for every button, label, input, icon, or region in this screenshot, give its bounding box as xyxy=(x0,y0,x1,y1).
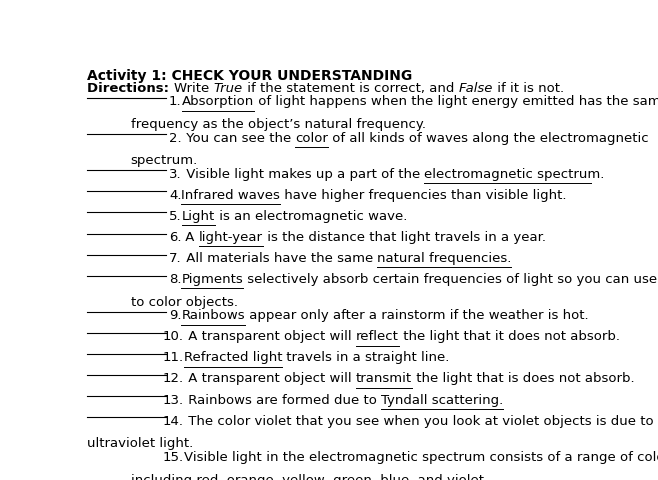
Text: A: A xyxy=(182,231,199,244)
Text: 1.: 1. xyxy=(169,96,182,108)
Text: 5.: 5. xyxy=(169,210,182,223)
Text: True: True xyxy=(213,82,243,95)
Text: selectively absorb certain frequencies of light so you can use them: selectively absorb certain frequencies o… xyxy=(243,273,658,286)
Text: Refracted light: Refracted light xyxy=(184,351,282,364)
Text: A transparent object will: A transparent object will xyxy=(184,330,356,343)
Text: False: False xyxy=(458,82,493,95)
Text: Light: Light xyxy=(182,210,215,223)
Text: 13.: 13. xyxy=(163,394,184,407)
Text: spectrum.: spectrum. xyxy=(131,154,198,167)
Text: transmit: transmit xyxy=(356,372,412,385)
Text: 6.: 6. xyxy=(169,231,182,244)
Text: 15.: 15. xyxy=(163,451,184,464)
Text: electromagnetic spectrum.: electromagnetic spectrum. xyxy=(424,168,605,181)
Text: 11.: 11. xyxy=(163,351,184,364)
Text: is an electromagnetic wave.: is an electromagnetic wave. xyxy=(215,210,407,223)
Text: Tyndall scattering.: Tyndall scattering. xyxy=(381,394,503,407)
Text: the light that it does not absorb.: the light that it does not absorb. xyxy=(399,330,620,343)
Text: Visible light makes up a part of the: Visible light makes up a part of the xyxy=(182,168,424,181)
Text: including red, orange, yellow, green, blue, and violet.: including red, orange, yellow, green, bl… xyxy=(131,474,488,480)
Text: 7.: 7. xyxy=(169,252,182,265)
Text: Pigments: Pigments xyxy=(182,273,243,286)
Text: if it is not.: if it is not. xyxy=(493,82,564,95)
Text: Rainbows: Rainbows xyxy=(182,309,245,322)
Text: A transparent object will: A transparent object will xyxy=(184,372,356,385)
Text: You can see the: You can see the xyxy=(182,132,295,144)
Text: light-year: light-year xyxy=(199,231,263,244)
Text: have higher frequencies than visible light.: have higher frequencies than visible lig… xyxy=(280,189,567,202)
Text: Write: Write xyxy=(174,82,213,95)
Text: Infrared waves: Infrared waves xyxy=(182,189,280,202)
Text: 2.: 2. xyxy=(169,132,182,144)
Text: is the distance that light travels in a year.: is the distance that light travels in a … xyxy=(263,231,546,244)
Text: Absorption: Absorption xyxy=(182,96,254,108)
Text: 10.: 10. xyxy=(163,330,184,343)
Text: 14.: 14. xyxy=(163,415,184,428)
Text: ultraviolet light.: ultraviolet light. xyxy=(88,437,193,450)
Text: 9.: 9. xyxy=(169,309,182,322)
Text: if the statement is correct, and: if the statement is correct, and xyxy=(243,82,458,95)
Text: appear only after a rainstorm if the weather is hot.: appear only after a rainstorm if the wea… xyxy=(245,309,589,322)
Text: 12.: 12. xyxy=(163,372,184,385)
Text: Visible light: Visible light xyxy=(184,451,262,464)
Text: color: color xyxy=(295,132,328,144)
Text: the light that is does not absorb.: the light that is does not absorb. xyxy=(412,372,634,385)
Text: Activity 1: CHECK YOUR UNDERSTANDING: Activity 1: CHECK YOUR UNDERSTANDING xyxy=(88,70,413,84)
Text: to color objects.: to color objects. xyxy=(131,296,238,309)
Text: travels in a straight line.: travels in a straight line. xyxy=(282,351,450,364)
Text: Rainbows are formed due to: Rainbows are formed due to xyxy=(184,394,381,407)
Text: reflect: reflect xyxy=(356,330,399,343)
Text: All materials have the same: All materials have the same xyxy=(182,252,377,265)
Text: 3.: 3. xyxy=(169,168,182,181)
Text: natural frequencies.: natural frequencies. xyxy=(377,252,511,265)
Text: 4.: 4. xyxy=(169,189,182,202)
Text: frequency as the object’s natural frequency.: frequency as the object’s natural freque… xyxy=(131,118,426,131)
Text: in the electromagnetic spectrum consists of a range of colors: in the electromagnetic spectrum consists… xyxy=(262,451,658,464)
Text: 8.: 8. xyxy=(169,273,182,286)
Text: Directions:: Directions: xyxy=(88,82,174,95)
Text: The color violet that you see when you look at violet objects is due to: The color violet that you see when you l… xyxy=(184,415,653,428)
Text: of light happens when the light energy emitted has the same: of light happens when the light energy e… xyxy=(254,96,658,108)
Text: of all kinds of waves along the electromagnetic: of all kinds of waves along the electrom… xyxy=(328,132,649,144)
